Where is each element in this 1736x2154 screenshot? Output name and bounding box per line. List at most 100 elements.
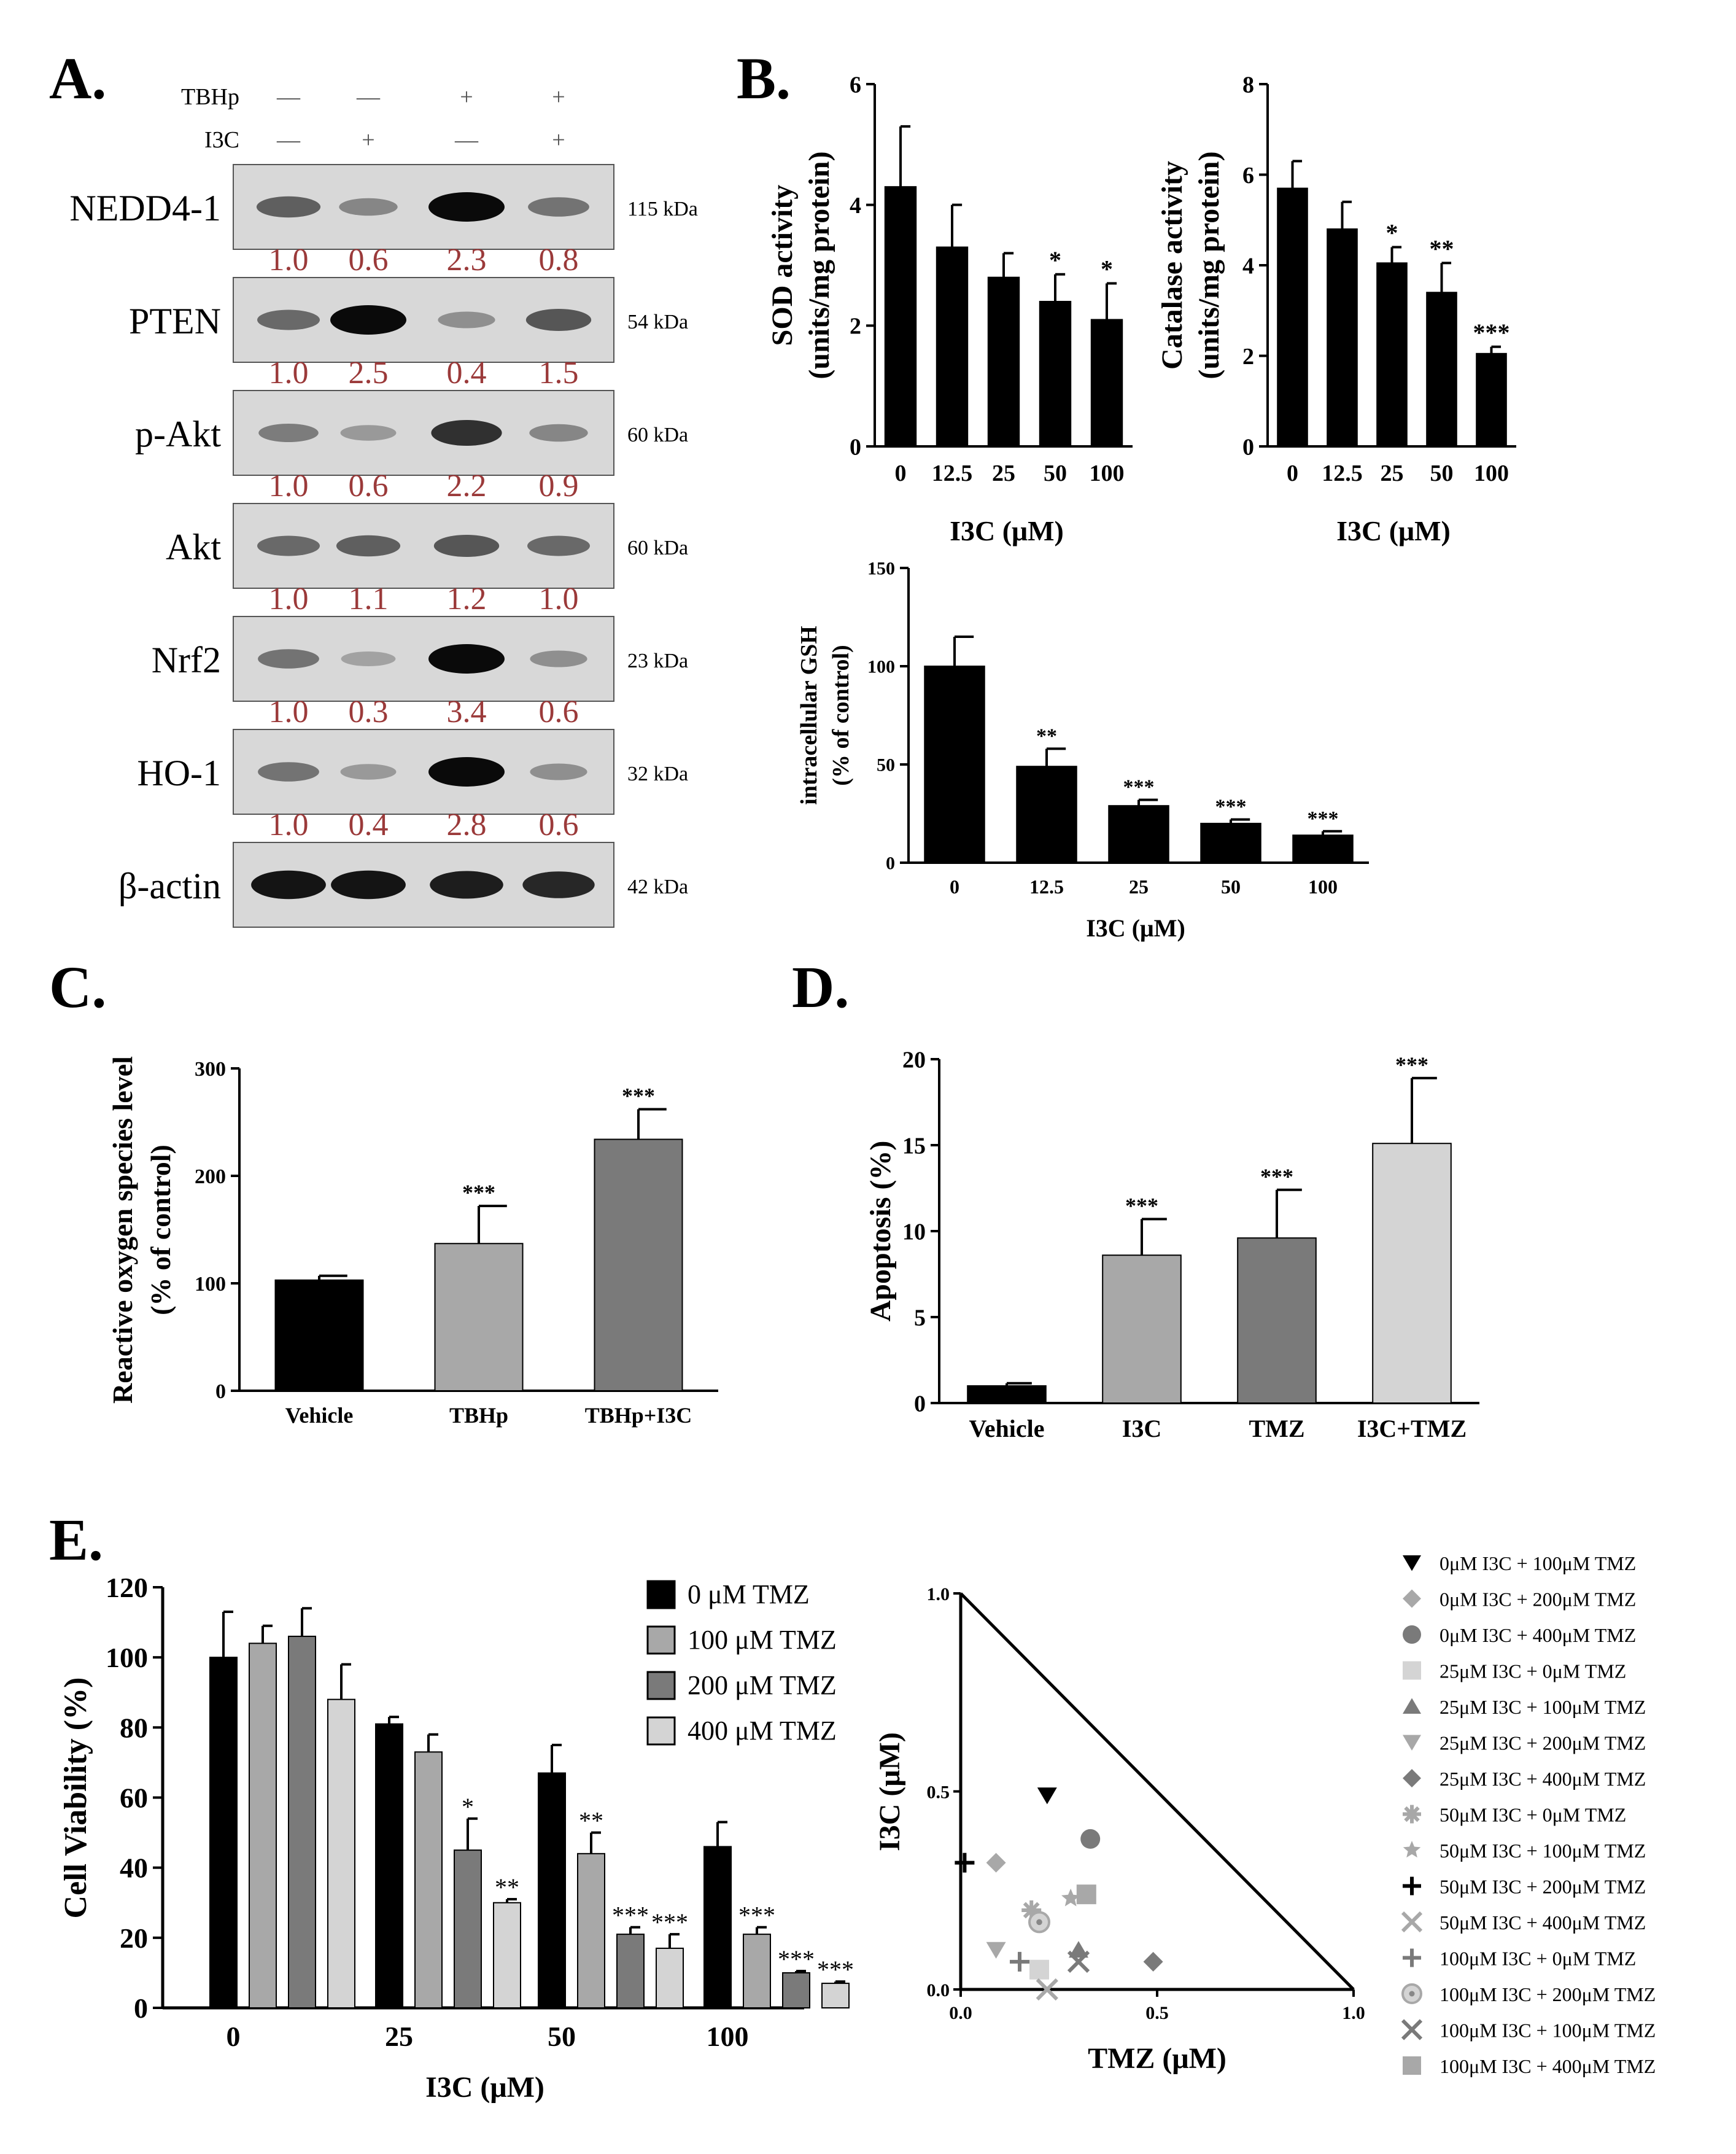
blot-band [431,420,502,446]
blot-ratio: 2.5 [349,356,389,391]
significance-mark: ** [579,1807,603,1835]
bar [1237,1237,1317,1404]
y-tick-label: 0.5 [927,1783,950,1803]
y-axis-label: (% of control) [828,645,854,785]
x-tick-label: 25 [1129,876,1149,898]
y-tick-label: 120 [106,1572,148,1603]
blot-ratio: 1.1 [349,581,389,616]
blot-ratio: 1.0 [269,694,309,729]
x-tick-label: 12.5 [1029,876,1064,898]
significance-mark: *** [1125,1193,1158,1218]
marker-diamond [1403,1589,1421,1608]
bar [1376,262,1408,447]
significance-mark: ** [495,1873,519,1901]
blot-row-label: NEDD4-1 [69,188,221,228]
y-axis-label: Catalase activity [1156,161,1188,370]
blot-ratio: 1.0 [269,807,309,842]
significance-mark: *** [1395,1052,1428,1077]
blot-ratio: 1.5 [539,356,579,391]
bar [1277,187,1308,447]
blot-ratio: 1.0 [269,356,309,391]
blot-band [530,763,587,780]
marker-x [1067,1950,1090,1973]
blot-band [258,649,319,669]
y-axis-label: I3C (μM) [874,1732,906,1851]
treatment-sign: + [362,127,374,153]
marker-triangle-down [1403,1555,1421,1571]
blot-band [331,870,406,900]
treatment-sign: — [276,127,301,153]
blot-ratio: 0.6 [349,469,389,504]
blot-band [341,651,396,666]
marker-dot-circle-center [1409,1991,1415,1997]
bar [288,1635,316,2009]
marker-triangle-down [1403,1735,1421,1751]
x-tick-label: 100 [707,2021,749,2052]
blot-band [428,757,505,787]
blot-kda-label: 54 kDa [627,311,688,333]
x-tick-label: 100 [1474,461,1509,486]
x-tick-label: 50 [1044,461,1067,486]
blot-band [529,424,588,442]
marker-asterisk [1023,1902,1040,1919]
blot-band [340,764,397,780]
blot-band [257,309,320,330]
y-axis-label: intracellular GSH [796,626,822,805]
y-tick-label: 300 [195,1058,226,1081]
x-tick-label: 25 [992,461,1015,486]
bar [454,1849,482,2008]
blot-band [340,425,397,441]
y-tick-label: 6 [1242,163,1254,189]
legend-label: 0μM I3C + 400μM TMZ [1440,1624,1636,1646]
bar [1292,834,1354,863]
y-tick-label: 0 [134,1993,148,2024]
y-tick-label: 2 [850,314,861,340]
bar [493,1902,521,2008]
y-axis-label: (% of control) [145,1145,176,1315]
blot-ratio: 0.8 [539,243,579,278]
sod-activity-chart: 0 2 4 6 0 12.5 25 * 50 * 100 SOD activity (units/mg … [766,72,1133,546]
bar [1476,352,1507,447]
bar [967,1385,1047,1404]
bar [434,1243,524,1391]
legend-label: 25μM I3C + 200μM TMZ [1440,1732,1646,1754]
bar [884,186,917,447]
bar [782,1972,810,2009]
legend-label: 25μM I3C + 0μM TMZ [1440,1660,1626,1682]
significance-mark: ** [1036,725,1057,747]
significance-mark: *** [612,1902,649,1929]
y-tick-label: 10 [902,1219,926,1245]
isobologram-chart: 0.0 0.0 0.5 0.5 1.0 1.0 I3C (μM) TMZ (μM) 0μM I3… [874,1552,1656,2077]
y-tick-label: 200 [195,1165,226,1188]
apoptosis-chart: 0 5 10 15 20 Vehicle *** I3C *** TMZ *** I3C+TMZ Apo… [864,1047,1479,1442]
y-axis-label: Reactive oxygen species level [107,1056,138,1404]
blot-band [330,305,406,335]
panel-label-d: D. [792,954,849,1020]
x-tick-label: 50 [1221,876,1241,898]
blot-ratio: 1.0 [269,581,309,616]
y-tick-label: 15 [902,1133,926,1159]
y-tick-label: 50 [877,755,895,776]
blot-band [522,871,595,898]
x-tick-label: 0 [895,461,907,486]
x-axis-label: TMZ (μM) [1088,2042,1226,2075]
legend-label: 50μM I3C + 0μM TMZ [1440,1804,1626,1826]
x-tick-label: 50 [1430,461,1454,486]
blot-ratio: 2.2 [447,469,487,504]
blot-band [256,196,321,218]
marker-asterisk [1404,1806,1420,1822]
marker-diamond [986,1853,1006,1873]
catalase-activity-chart: 0 2 4 6 8 0 12.5 * 25 ** 50 *** 100 Catalase activity… [1156,72,1516,546]
x-tick-label: 1.0 [1342,2003,1365,2023]
blot-row-label: β-actin [118,866,221,906]
y-tick-label: 100 [195,1273,226,1296]
y-tick-label: 2 [1242,344,1254,370]
panel-label-a: A. [49,45,106,111]
legend-label: 100μM I3C + 0μM TMZ [1440,1948,1636,1970]
marker-x [1401,2019,1423,2040]
blot-row-label: p-Akt [135,414,221,454]
y-tick-label: 20 [120,1923,148,1954]
significance-mark: *** [1260,1164,1293,1189]
marker-diamond [1403,1769,1421,1787]
